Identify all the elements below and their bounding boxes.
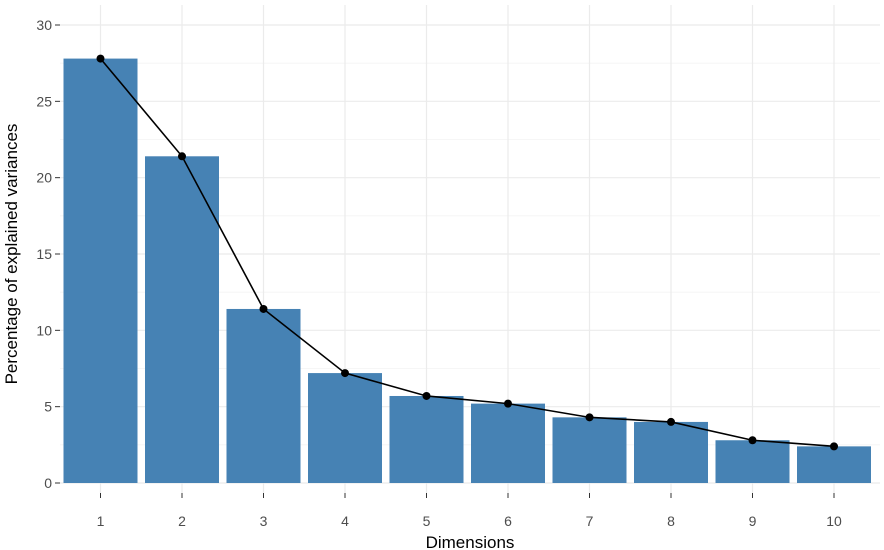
x-tick-label: 9 xyxy=(749,513,757,529)
x-axis-title: Dimensions xyxy=(426,533,515,550)
x-tick-label: 4 xyxy=(341,513,349,529)
point-dim-1 xyxy=(96,54,105,63)
bar-dim-5 xyxy=(389,395,464,483)
x-tick-label: 1 xyxy=(97,513,105,529)
point-dim-3 xyxy=(259,304,268,313)
y-tick-label: 30 xyxy=(36,17,52,33)
bar-dim-4 xyxy=(308,373,382,483)
y-axis-title: Percentage of explained variances xyxy=(2,124,21,385)
y-tick-label: 25 xyxy=(36,93,52,109)
x-tick-label: 8 xyxy=(667,513,675,529)
y-tick-label: 15 xyxy=(36,246,52,262)
bar-dim-3 xyxy=(226,308,301,483)
x-tick-label: 3 xyxy=(260,513,268,529)
y-tick-label: 20 xyxy=(36,170,52,186)
x-tick-label: 5 xyxy=(423,513,431,529)
point-dim-4 xyxy=(341,369,349,378)
bar-dim-1 xyxy=(63,58,138,483)
bar-dim-8 xyxy=(634,421,708,483)
y-tick-label: 0 xyxy=(44,475,52,491)
bar-dim-10 xyxy=(797,446,871,483)
x-tick-label: 7 xyxy=(586,513,594,529)
variance-line xyxy=(99,58,835,448)
point-dim-8 xyxy=(667,417,675,426)
point-dim-10 xyxy=(830,442,838,451)
x-tick-label: 10 xyxy=(826,513,842,529)
y-tick-label: 5 xyxy=(44,399,52,415)
point-dim-9 xyxy=(748,436,757,445)
x-tick-label: 6 xyxy=(504,513,512,529)
y-tick-label: 10 xyxy=(36,322,52,338)
point-dim-5 xyxy=(422,391,431,400)
bar-dim-2 xyxy=(145,156,219,483)
x-tick-label: 2 xyxy=(178,513,186,529)
bars xyxy=(63,58,871,483)
bar-dim-6 xyxy=(471,403,545,483)
point-dim-6 xyxy=(504,399,512,408)
bar-dim-7 xyxy=(552,417,627,483)
y-axis-ticks: 0 5 10 15 20 25 30 xyxy=(36,17,60,491)
variance-points xyxy=(96,54,838,451)
bar-dim-9 xyxy=(715,440,790,483)
variance-polyline xyxy=(99,58,835,448)
x-axis-ticks: 1 2 3 4 5 6 7 8 9 10 xyxy=(97,493,842,529)
point-dim-7 xyxy=(585,413,594,422)
point-dim-2 xyxy=(178,152,186,161)
